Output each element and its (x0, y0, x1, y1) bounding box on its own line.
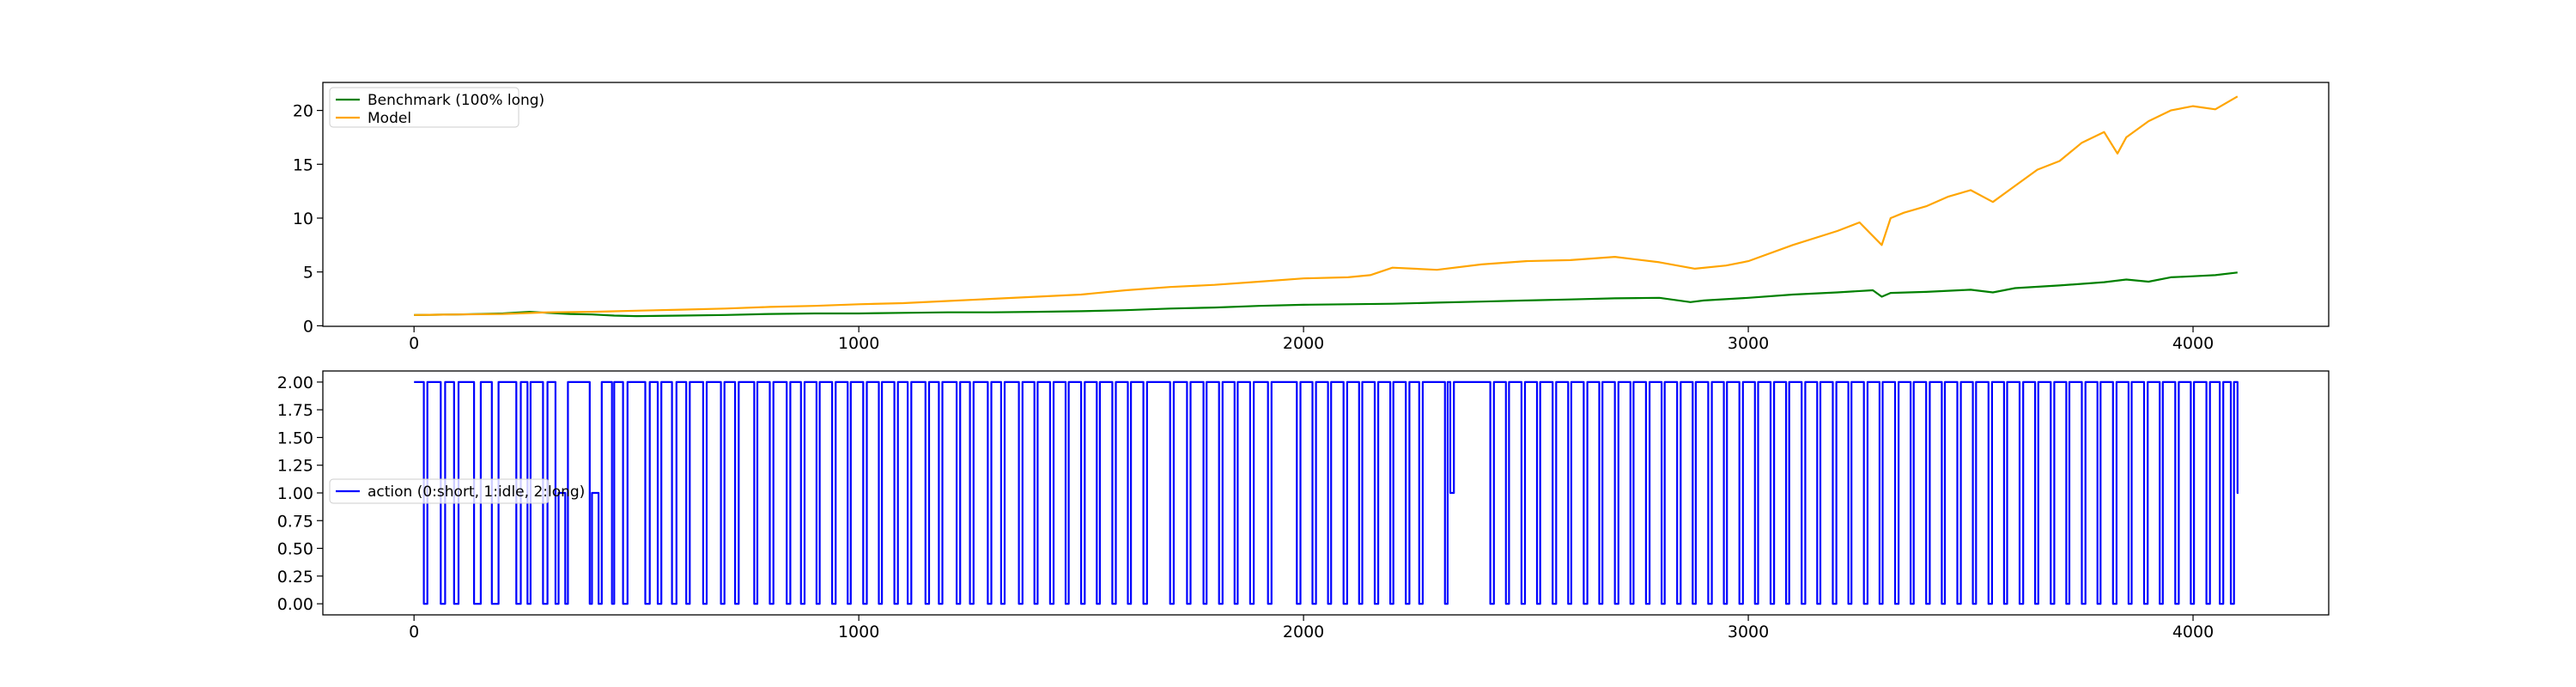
x-tick-label: 2000 (1283, 623, 1324, 641)
legend-label: Benchmark (100% long) (368, 92, 544, 109)
series-line-0 (414, 380, 2239, 605)
x-tick-label: 3000 (1728, 334, 1769, 353)
x-tick-label: 3000 (1728, 623, 1769, 641)
y-tick-label: 1.00 (277, 484, 313, 503)
y-tick-label: 10 (293, 210, 313, 228)
legend-label: Model (368, 110, 411, 127)
y-tick-label: 0.50 (277, 540, 313, 559)
plot-frame (322, 82, 2330, 327)
y-tick-label: 2.00 (277, 374, 313, 392)
legend-label: action (0:short, 1:idle, 2:long) (368, 483, 585, 501)
x-tick-label: 0 (409, 623, 419, 641)
series-line-1 (414, 95, 2239, 316)
y-tick-label: 5 (303, 264, 313, 283)
legend: action (0:short, 1:idle, 2:long) (329, 478, 585, 504)
legend-box (329, 87, 519, 128)
y-tick-label: 0.25 (277, 568, 313, 587)
y-tick-label: 0.00 (277, 595, 313, 614)
y-tick-label: 1.25 (277, 457, 313, 476)
action-chart: 0 1000 2000 3000 4000 0.00 0.25 0.50 0.75 1.00 1.2… (277, 370, 2330, 641)
x-tick-label: 1000 (838, 623, 879, 641)
y-tick-label: 15 (293, 155, 313, 174)
y-tick-label: 20 (293, 102, 313, 121)
legend: Benchmark (100% long)Model (329, 87, 544, 128)
x-tick-label: 4000 (2172, 334, 2214, 353)
legend-box (329, 478, 550, 504)
y-tick-label: 1.75 (277, 401, 313, 420)
x-tick-label: 1000 (838, 334, 879, 353)
y-tick-label: 0.75 (277, 512, 313, 531)
series-line-0 (414, 271, 2238, 318)
y-tick-label: 1.50 (277, 429, 313, 447)
equity-curve-chart: 0 1000 2000 3000 4000 0 5 10 15 20 Benchmark (100%… (293, 82, 2330, 353)
x-tick-label: 0 (409, 334, 419, 353)
x-tick-label: 2000 (1283, 334, 1324, 353)
x-tick-label: 4000 (2172, 623, 2214, 641)
y-tick-label: 0 (303, 317, 313, 336)
